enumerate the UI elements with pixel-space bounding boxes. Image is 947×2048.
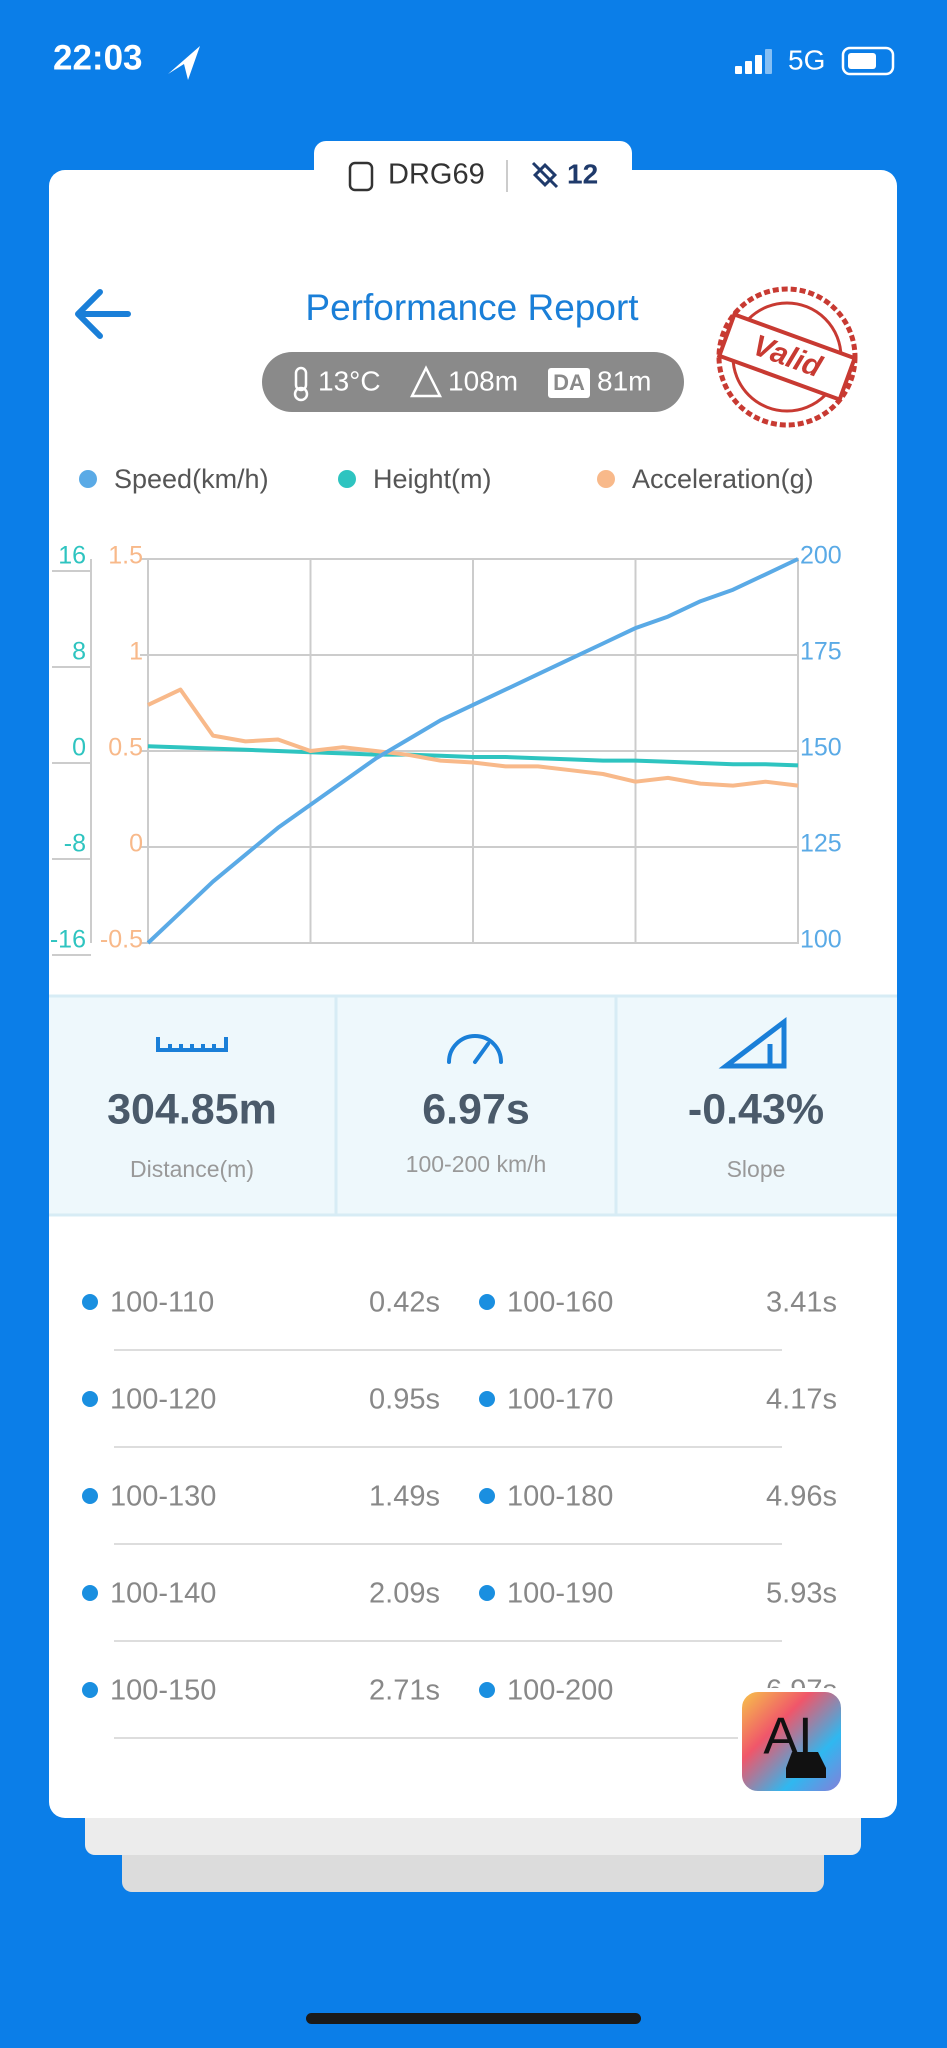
split-dot xyxy=(479,1294,495,1310)
stats-panel xyxy=(49,996,897,1215)
y-tick-label: 16 xyxy=(58,542,86,570)
device-name: DRG69 xyxy=(388,159,485,191)
slope-icon xyxy=(718,1016,787,1069)
back-button[interactable] xyxy=(75,289,131,339)
legend-label: Height(m) xyxy=(373,464,492,494)
legend-dot xyxy=(338,470,356,488)
split-time: 0.42s xyxy=(369,1287,440,1319)
satellite-icon xyxy=(531,161,559,189)
split-range: 100-150 xyxy=(110,1675,216,1707)
da-label: DA xyxy=(553,370,585,395)
car-icon xyxy=(786,1752,826,1778)
device-pill xyxy=(314,141,632,208)
split-dot xyxy=(82,1488,98,1504)
ruler-icon xyxy=(156,1037,228,1052)
split-range: 100-130 xyxy=(110,1481,216,1513)
series-line xyxy=(147,687,799,788)
density-altitude: 81m xyxy=(597,365,651,396)
legend-dot xyxy=(79,470,97,488)
da-box xyxy=(548,368,590,398)
signal-icon xyxy=(735,49,772,74)
y2-tick-label: 150 xyxy=(800,734,842,762)
altitude: 108m xyxy=(448,365,518,396)
y2-tick-label: 125 xyxy=(800,830,842,858)
split-time: 4.17s xyxy=(766,1384,837,1416)
network: 5G xyxy=(788,44,825,75)
battery xyxy=(841,46,895,76)
split-time: 1.49s xyxy=(369,1481,440,1513)
split-range: 100-170 xyxy=(507,1384,613,1416)
mountain-icon xyxy=(409,365,443,398)
split-range: 100-190 xyxy=(507,1578,613,1610)
legend-dot xyxy=(597,470,615,488)
split-time: 4.96s xyxy=(766,1481,837,1513)
y-tick-label: -8 xyxy=(64,830,86,858)
thermo-icon xyxy=(293,366,309,402)
y3-tick-label: 0 xyxy=(129,830,143,858)
device-icon xyxy=(348,161,374,192)
split-time: 3.41s xyxy=(766,1287,837,1319)
series-line xyxy=(147,744,799,768)
stat-label: Slope xyxy=(727,1156,786,1182)
split-dot xyxy=(82,1682,98,1698)
split-time: 2.71s xyxy=(369,1675,440,1707)
y3-tick-label: 1.5 xyxy=(108,542,143,570)
title: Performance Report xyxy=(305,287,639,328)
legend-label: Acceleration(g) xyxy=(632,464,814,494)
stat-value: -0.43% xyxy=(688,1085,824,1133)
y-tick-label: 8 xyxy=(72,638,86,666)
battery-level xyxy=(848,53,876,69)
split-time: 5.93s xyxy=(766,1578,837,1610)
legend-label: Speed(km/h) xyxy=(114,464,269,494)
split-dot xyxy=(82,1391,98,1407)
location-icon xyxy=(168,46,200,80)
split-dot xyxy=(479,1488,495,1504)
y3-tick-label: 1 xyxy=(129,638,143,666)
stat-label: 100-200 km/h xyxy=(406,1151,547,1177)
y-tick-label: -16 xyxy=(50,926,86,954)
y-tick-label: 0 xyxy=(72,734,86,762)
y3-tick-label: -0.5 xyxy=(100,926,143,954)
stat-value: 304.85m xyxy=(107,1085,277,1133)
split-dot xyxy=(479,1391,495,1407)
series-line xyxy=(146,557,799,945)
split-range: 100-140 xyxy=(110,1578,216,1610)
gauge-icon xyxy=(447,1034,503,1064)
split-range: 100-180 xyxy=(507,1481,613,1513)
split-time: 2.09s xyxy=(369,1578,440,1610)
stat-value: 6.97s xyxy=(422,1085,530,1133)
split-dot xyxy=(479,1682,495,1698)
split-range: 100-160 xyxy=(507,1287,613,1319)
split-time: 0.95s xyxy=(369,1384,440,1416)
time: 22:03 xyxy=(53,38,143,77)
split-range: 100-110 xyxy=(110,1287,214,1319)
valid-stamp: Valid xyxy=(716,286,858,428)
y2-tick-label: 100 xyxy=(800,926,842,954)
satellite-count: 12 xyxy=(567,158,598,189)
y3-tick-label: 0.5 xyxy=(108,734,143,762)
temperature: 13°C xyxy=(318,365,381,396)
split-range: 100-200 xyxy=(507,1675,613,1707)
y2-tick-label: 200 xyxy=(800,542,842,570)
split-range: 100-120 xyxy=(110,1384,216,1416)
split-dot xyxy=(479,1585,495,1601)
stat-label: Distance(m) xyxy=(130,1156,254,1182)
report-card xyxy=(49,170,897,1818)
split-dot xyxy=(82,1294,98,1310)
home-indicator xyxy=(306,2013,641,2024)
split-dot xyxy=(82,1585,98,1601)
y2-tick-label: 175 xyxy=(800,638,842,666)
